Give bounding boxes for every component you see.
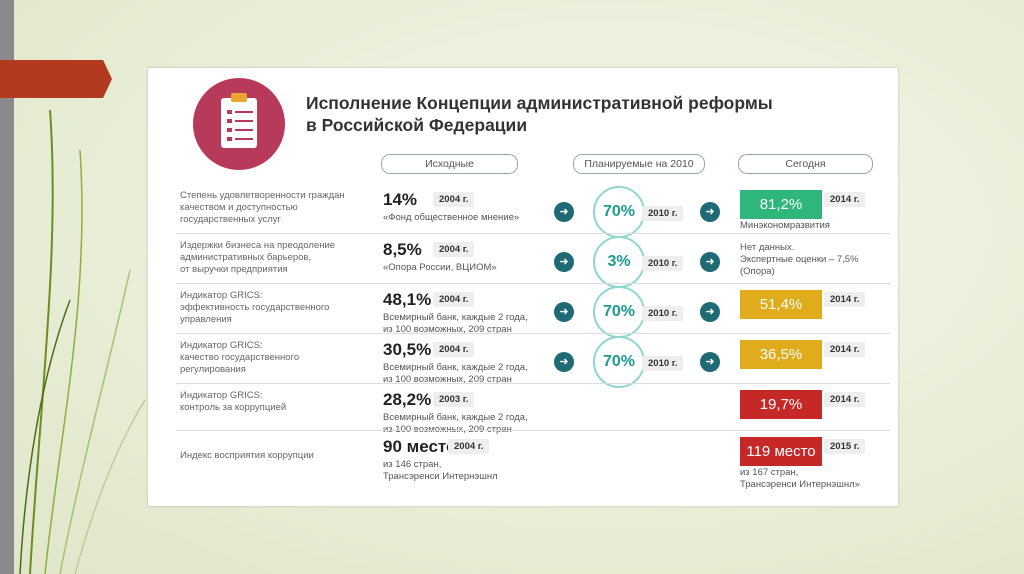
- row-label-line: государственных услуг: [180, 214, 282, 225]
- row-label: Издержки бизнеса на преодоление администр…: [180, 240, 370, 276]
- clipboard-icon: [193, 78, 285, 170]
- column-header-initial: Исходные: [381, 154, 518, 174]
- row-label-line: управления: [180, 314, 232, 325]
- initial-source-line: из 100 возможных, 209 стран: [383, 374, 512, 385]
- row-label: Индикатор GRICS: контроль за коррупцией: [180, 390, 370, 414]
- today-value: 119 место: [740, 437, 822, 466]
- planned-value: 70%: [593, 286, 645, 338]
- row-label-line: Индикатор GRICS:: [180, 340, 263, 351]
- initial-year: 2004 г.: [433, 342, 475, 357]
- arrow-icon: ➜: [554, 352, 574, 372]
- initial-source: Всемирный банк, каждые 2 года,из 100 воз…: [383, 362, 528, 386]
- initial-source-line: «Опора России, ВЦИОМ»: [383, 262, 497, 273]
- today-source: из 167 стран, Трансэренси Интернэшнл»: [740, 467, 860, 491]
- initial-value: 30,5%: [383, 340, 432, 359]
- today-year: 2015 г.: [824, 439, 866, 454]
- arrow-icon: ➜: [554, 252, 574, 272]
- today-year: 2014 г.: [824, 342, 866, 357]
- row-label-line: регулирования: [180, 364, 246, 375]
- initial-year: 2004 г.: [433, 192, 475, 207]
- row-label-line: эффективность государственного: [180, 302, 330, 313]
- arrow-icon: ➜: [700, 202, 720, 222]
- today-year: 2014 г.: [824, 292, 866, 307]
- initial-source-line: Всемирный банк, каждые 2 года,: [383, 412, 528, 423]
- initial-source: Всемирный банк, каждые 2 года,из 100 воз…: [383, 312, 528, 336]
- row-separator: [176, 233, 890, 234]
- today-value: 36,5%: [740, 340, 822, 369]
- today-note: Нет данных. Экспертные оценки – 7,5% (Опор…: [740, 242, 859, 278]
- row-label-line: Индикатор GRICS:: [180, 290, 263, 301]
- initial-year: 2004 г.: [448, 439, 490, 454]
- today-source: Минэкономразвития: [740, 220, 830, 232]
- planned-year: 2010 г.: [642, 306, 684, 321]
- initial-value: 8,5%: [383, 240, 422, 259]
- row-separator: [176, 283, 890, 284]
- infographic-card: Исполнение Концепции административной ре…: [148, 68, 898, 506]
- left-edge-strip: [0, 0, 14, 574]
- row-label-line: Индекс восприятия коррупции: [180, 450, 314, 461]
- initial-source: из 146 стран, Трансэренси Интернэшнл: [383, 459, 498, 483]
- row-label-line: Степень удовлетворенности граждан: [180, 190, 345, 201]
- column-header-planned: Планируемые на 2010: [573, 154, 705, 174]
- initial-source-line: Трансэренси Интернэшнл: [383, 471, 498, 482]
- initial-source: «Фонд общественное мнение»: [383, 212, 519, 224]
- accent-tab: [0, 60, 112, 98]
- column-header-today: Сегодня: [738, 154, 873, 174]
- row-label-line: контроль за коррупцией: [180, 402, 287, 413]
- row-label: Степень удовлетворенности граждан качеств…: [180, 190, 370, 226]
- initial-source: Всемирный банк, каждые 2 года,из 100 воз…: [383, 412, 528, 436]
- planned-year: 2010 г.: [642, 206, 684, 221]
- initial-value: 14%: [383, 190, 418, 209]
- planned-year: 2010 г.: [642, 256, 684, 271]
- today-source-line: Минэкономразвития: [740, 220, 830, 231]
- arrow-icon: ➜: [554, 302, 574, 322]
- initial-source-line: из 100 возможных, 209 стран: [383, 424, 528, 436]
- today-value: 19,7%: [740, 390, 822, 419]
- arrow-icon: ➜: [554, 202, 574, 222]
- row-label: Индекс восприятия коррупции: [180, 450, 370, 462]
- row-label-line: Индикатор GRICS:: [180, 390, 263, 401]
- initial-value: 90 место: [383, 437, 457, 456]
- today-note-line: (Опора): [740, 266, 775, 277]
- initial-source-line: из 100 возможных, 209 стран: [383, 324, 512, 335]
- today-source-line: Трансэренси Интернэшнл»: [740, 479, 860, 490]
- initial-source-line: «Фонд общественное мнение»: [383, 212, 520, 223]
- today-note-line: Экспертные оценки – 7,5%: [740, 254, 859, 265]
- page-title: Исполнение Концепции административной ре…: [306, 93, 773, 135]
- initial-source-line: из 146 стран,: [383, 459, 442, 470]
- row-label: Индикатор GRICS: эффективность государств…: [180, 290, 370, 326]
- initial-value: 48,1%: [383, 290, 432, 309]
- initial-year: 2004 г.: [433, 292, 475, 307]
- planned-value: 70%: [593, 336, 645, 388]
- today-value: 51,4%: [740, 290, 822, 319]
- planned-value: 3%: [593, 236, 645, 288]
- row-label-line: качеством и доступностью: [180, 202, 298, 213]
- row-separator: [176, 333, 890, 334]
- initial-year: 2004 г.: [433, 242, 475, 257]
- row-label-line: административных барьеров,: [180, 252, 312, 263]
- initial-source: «Опора России, ВЦИОМ»: [383, 262, 497, 274]
- today-note-line: Нет данных.: [740, 242, 795, 253]
- initial-year: 2003 г.: [433, 392, 475, 407]
- row-label-line: качество государственного: [180, 352, 300, 363]
- planned-value: 70%: [593, 186, 645, 238]
- row-separator: [176, 430, 890, 431]
- arrow-icon: ➜: [700, 352, 720, 372]
- initial-source-line: Всемирный банк, каждые 2 года,: [383, 362, 528, 373]
- initial-source-line: Всемирный банк, каждые 2 года,: [383, 312, 528, 323]
- arrow-icon: ➜: [700, 252, 720, 272]
- today-year: 2014 г.: [824, 392, 866, 407]
- arrow-icon: ➜: [700, 302, 720, 322]
- today-year: 2014 г.: [824, 192, 866, 207]
- decorative-grass-lines: [19, 109, 146, 574]
- planned-year: 2010 г.: [642, 356, 684, 371]
- initial-value: 28,2%: [383, 390, 432, 409]
- row-separator: [176, 383, 890, 384]
- today-value: 81,2%: [740, 190, 822, 219]
- row-label: Индикатор GRICS: качество государственног…: [180, 340, 370, 376]
- today-source-line: из 167 стран,: [740, 467, 799, 478]
- row-label-line: Издержки бизнеса на преодоление: [180, 240, 336, 251]
- row-label-line: от выручки предприятия: [180, 264, 288, 275]
